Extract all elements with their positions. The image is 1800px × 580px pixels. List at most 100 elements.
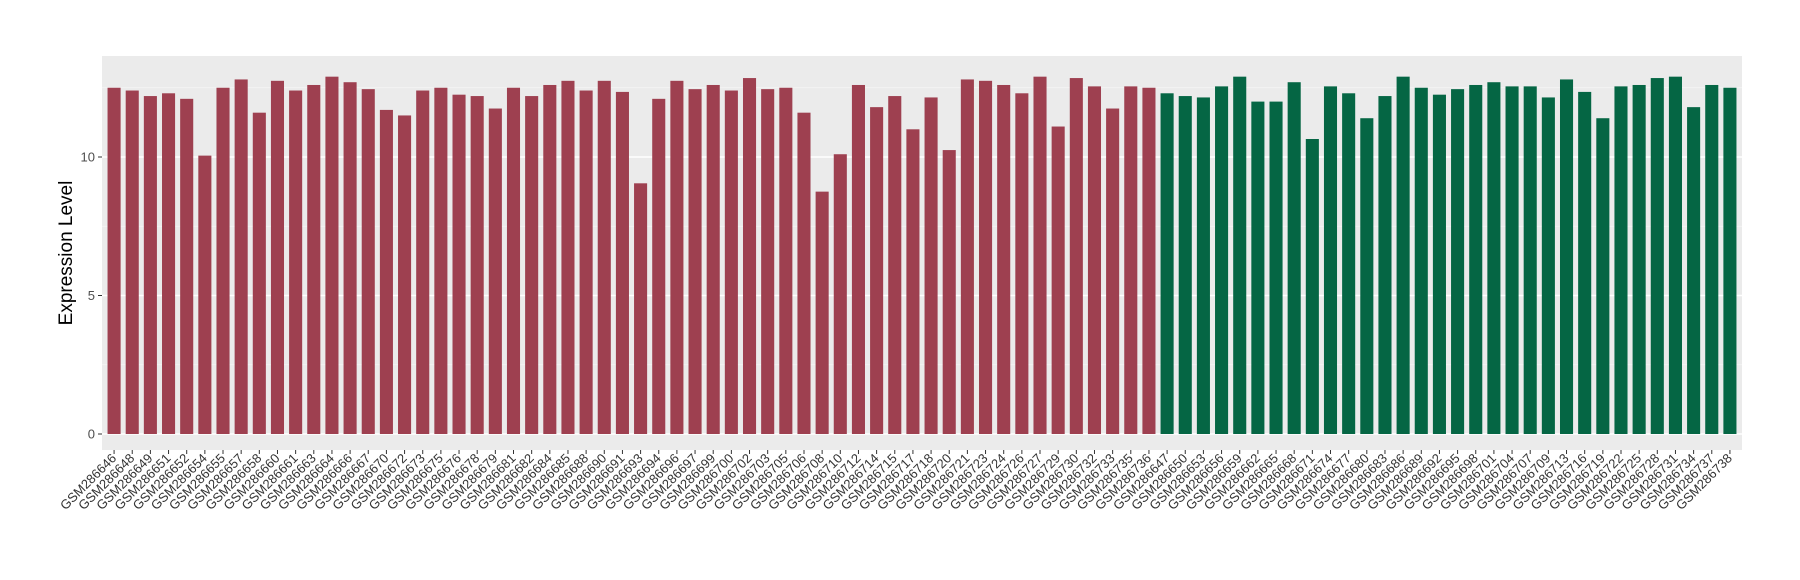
- bar-GSM286662: [1251, 101, 1265, 434]
- bar-GSM286713: [1559, 79, 1574, 434]
- bar-GSM286698: [1469, 84, 1483, 434]
- bar-GSM286712: [851, 84, 865, 434]
- bar-GSM286694: [652, 98, 666, 434]
- bar-GSM286668: [1287, 82, 1301, 435]
- bar-GSM286703: [761, 89, 775, 434]
- bar-GSM286705: [779, 87, 793, 434]
- bar-GSM286701: [1487, 82, 1501, 435]
- bar-GSM286707: [1523, 86, 1537, 435]
- bar-GSM286672: [398, 115, 412, 434]
- bar-GSM286699: [706, 84, 720, 434]
- bar-GSM286659: [1233, 76, 1247, 435]
- bar-GSM286729: [1051, 126, 1065, 434]
- bar-GSM286731: [1668, 76, 1682, 435]
- bar-GSM286670: [379, 109, 393, 434]
- bar-GSM286690: [597, 80, 611, 434]
- bar-GSM286686: [1396, 76, 1410, 435]
- bar-GSM286724: [997, 84, 1011, 434]
- bar-GSM286728: [1650, 78, 1664, 434]
- bar-GSM286683: [1378, 96, 1392, 434]
- bar-GSM286727: [1033, 76, 1047, 435]
- bar-GSM286684: [543, 84, 557, 434]
- bar-GSM286696: [670, 80, 684, 434]
- bar-GSM286714: [870, 107, 884, 434]
- bar-GSM286648: [125, 90, 139, 435]
- bar-GSM286693: [634, 183, 648, 434]
- bar-GSM286675: [434, 87, 448, 434]
- bar-GSM286721: [960, 79, 974, 434]
- bar-GSM286647: [1160, 93, 1174, 434]
- bar-GSM286660: [270, 80, 285, 434]
- bar-GSM286709: [1541, 97, 1555, 434]
- bar-GSM286671: [1305, 139, 1319, 434]
- bar-GSM286664: [325, 76, 339, 435]
- bar-GSM286667: [361, 89, 375, 434]
- bar-GSM286666: [343, 82, 357, 435]
- bar-GSM286661: [289, 90, 303, 435]
- bar-GSM286677: [1342, 93, 1356, 434]
- bar-GSM286649: [143, 96, 157, 434]
- bar-GSM286719: [1596, 118, 1610, 434]
- y-tick-label: 0: [88, 427, 95, 442]
- y-tick-label: 5: [88, 288, 95, 303]
- x-axis: GSM286646GSM286648GSM286649GSM286651GSM2…: [57, 450, 1735, 513]
- bar-GSM286720: [942, 150, 956, 434]
- bar-GSM286717: [906, 129, 920, 435]
- y-tick-label: 10: [81, 150, 95, 165]
- bar-GSM286692: [1432, 94, 1446, 435]
- plot-panel: [102, 56, 1742, 450]
- bar-GSM286697: [688, 89, 702, 434]
- bar-GSM286732: [1087, 86, 1102, 435]
- bar-GSM286704: [1505, 86, 1519, 435]
- bar-GSM286710: [833, 154, 847, 435]
- bar-GSM286688: [579, 90, 593, 435]
- bar-GSM286654: [198, 155, 212, 434]
- bar-GSM286680: [1360, 118, 1374, 434]
- bar-GSM286738: [1723, 87, 1737, 434]
- bar-GSM286733: [1106, 108, 1120, 434]
- y-axis: 0 5 10: [81, 150, 102, 442]
- bar-GSM286725: [1632, 84, 1646, 434]
- bar-GSM286723: [979, 80, 993, 434]
- bar-GSM286734: [1687, 107, 1701, 434]
- bar-GSM286722: [1614, 86, 1628, 435]
- bar-GSM286653: [1196, 97, 1210, 434]
- bar-GSM286651: [162, 93, 176, 434]
- bar-GSM286718: [924, 97, 938, 434]
- bar-GSM286655: [216, 87, 230, 434]
- bar-GSM286674: [1323, 86, 1338, 435]
- bar-GSM286736: [1142, 87, 1156, 434]
- bar-GSM286730: [1069, 78, 1083, 434]
- bar-GSM286679: [488, 108, 502, 434]
- bar-GSM286700: [724, 90, 738, 435]
- bar-GSM286685: [561, 80, 575, 434]
- bar-GSM286646: [107, 87, 121, 434]
- bar-GSM286663: [307, 84, 321, 434]
- bar-GSM286676: [452, 94, 466, 435]
- bar-GSM286656: [1215, 86, 1229, 435]
- bar-GSM286737: [1705, 84, 1719, 434]
- bar-GSM286726: [1015, 93, 1029, 434]
- y-axis-title: Expression Level: [56, 181, 77, 326]
- bar-GSM286652: [180, 98, 194, 434]
- bar-GSM286665: [1269, 101, 1283, 434]
- bar-GSM286708: [815, 191, 829, 435]
- bar-GSM286716: [1578, 91, 1592, 434]
- bar-GSM286715: [888, 96, 902, 434]
- bar-GSM286673: [416, 90, 430, 435]
- bar-GSM286702: [742, 78, 757, 434]
- bar-GSM286689: [1414, 87, 1428, 434]
- bar-GSM286650: [1178, 96, 1192, 434]
- bar-GSM286658: [252, 112, 266, 435]
- bar-GSM286657: [234, 79, 248, 434]
- bar-GSM286681: [506, 87, 521, 434]
- gridlines: [102, 87, 1742, 435]
- bar-GSM286735: [1124, 86, 1138, 435]
- bar-GSM286682: [525, 96, 539, 434]
- bar-GSM286695: [1451, 89, 1465, 434]
- bar-GSM286678: [470, 96, 484, 434]
- bar-GSM286706: [797, 112, 811, 435]
- bars: [107, 76, 1737, 435]
- bar-GSM286691: [615, 91, 629, 434]
